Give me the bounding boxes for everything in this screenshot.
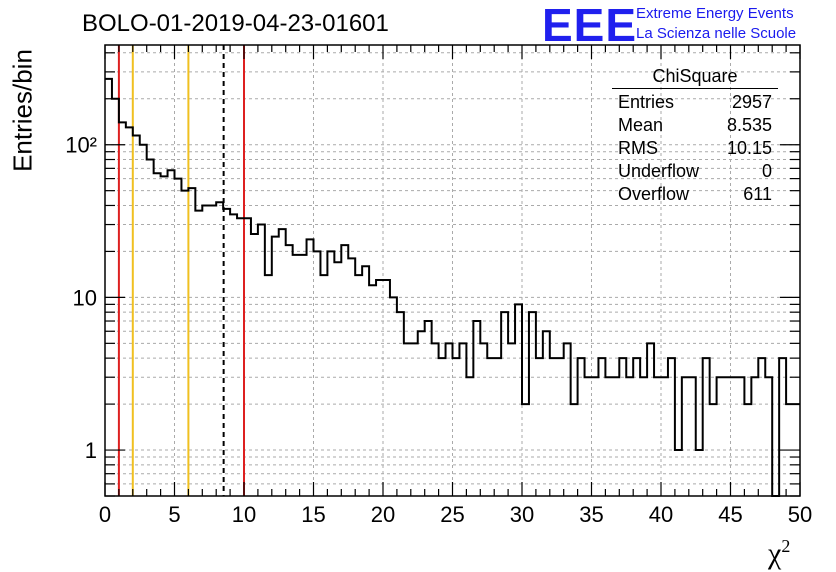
- logo-line-1: Extreme Energy Events: [636, 5, 794, 22]
- y-tick-labels: 1 10 10²: [65, 133, 97, 463]
- x-tick-label: 10: [232, 502, 256, 527]
- stats-value: 10.15: [726, 138, 772, 158]
- x-tick-labels: 0 5 10 15 20 25 30 35 40 45 50: [99, 502, 812, 527]
- stats-row: RMS 10.15: [612, 137, 778, 160]
- y-tick-label: 1: [85, 438, 97, 463]
- x-tick-label: 25: [440, 502, 464, 527]
- histogram-step-line: [105, 77, 800, 497]
- x-tick-label: 50: [788, 502, 812, 527]
- stats-value: 0: [761, 161, 772, 181]
- stats-row: Entries 2957: [612, 91, 778, 114]
- stats-value: 611: [743, 184, 772, 204]
- grid-layer: [105, 45, 800, 497]
- logo-text: Extreme Energy Events La Scienza nelle S…: [636, 4, 796, 44]
- page-title: BOLO-01-2019-04-23-01601: [82, 10, 389, 37]
- x-tick-label: 40: [649, 502, 673, 527]
- stats-row: Overflow 611: [612, 183, 778, 206]
- axis-ticks: [104, 45, 801, 497]
- x-tick-label: 35: [579, 502, 603, 527]
- stats-value: 2957: [731, 92, 772, 112]
- eee-logo-icon: EEE: [542, 0, 638, 51]
- stats-rows: Entries 2957 Mean 8.535 RMS 10.15 Underflow 0 Ov…: [612, 91, 778, 206]
- stats-label: Underflow: [618, 161, 700, 181]
- logo-line-2: La Scienza nelle Scuole: [636, 25, 797, 42]
- stats-label: Entries: [618, 92, 675, 112]
- x-tick-label: 45: [718, 502, 742, 527]
- stats-box-title: ChiSquare: [612, 66, 778, 89]
- y-tick-label: 10: [73, 285, 97, 310]
- x-axis-label: χ2: [768, 536, 791, 570]
- stats-label: Mean: [618, 115, 664, 135]
- x-tick-label: 15: [301, 502, 325, 527]
- x-tick-label: 0: [99, 502, 111, 527]
- stats-box: ChiSquare Entries 2957 Mean 8.535 RMS 10.15 Un…: [612, 66, 778, 206]
- stats-label: RMS: [618, 138, 658, 158]
- stats-value: 8.535: [726, 115, 772, 135]
- y-tick-label: 10²: [65, 133, 97, 158]
- reference-lines: [117, 45, 245, 496]
- x-tick-label: 30: [510, 502, 534, 527]
- stats-label: Overflow: [618, 184, 690, 204]
- stats-row: Underflow 0: [612, 160, 778, 183]
- x-tick-label: 20: [371, 502, 395, 527]
- x-tick-label: 5: [168, 502, 180, 527]
- stats-row: Mean 8.535: [612, 114, 778, 137]
- y-axis-label: Entries/bin: [7, 49, 38, 172]
